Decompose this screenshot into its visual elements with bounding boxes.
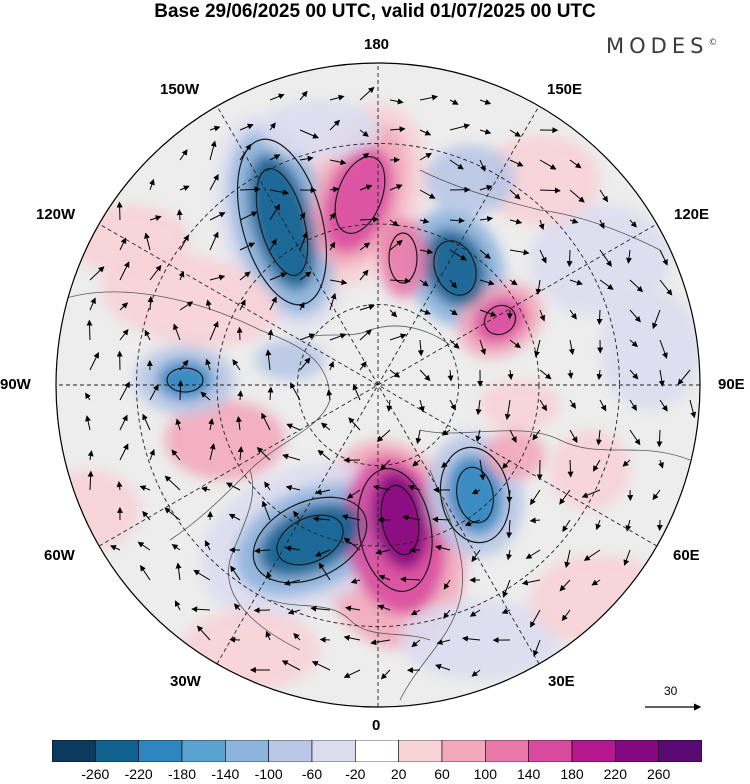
- colorbar-tick-label: -20: [345, 766, 365, 782]
- lon-label-120w: 120W: [36, 206, 75, 223]
- colorbar-tick-label: -220: [125, 766, 153, 782]
- colorbar-swatch: [312, 740, 355, 762]
- colorbar-swatch: [399, 740, 442, 762]
- colorbar-tick-label: -100: [255, 766, 283, 782]
- colorbar-tick-label: 260: [647, 766, 670, 782]
- colorbar-tick-label: -180: [168, 766, 196, 782]
- colorbar-tick-label: -140: [211, 766, 239, 782]
- colorbar-tick-label: 60: [434, 766, 450, 782]
- colorbar-swatch: [615, 740, 658, 762]
- colorbar-tick-label: 140: [517, 766, 540, 782]
- colorbar-swatch: [182, 740, 225, 762]
- colorbar-swatch: [52, 740, 95, 762]
- lon-label-0: 0: [372, 717, 380, 734]
- lon-label-120e: 120E: [674, 206, 709, 223]
- colorbar-swatch: [529, 740, 572, 762]
- lon-label-60w: 60W: [44, 547, 75, 564]
- lon-label-30e: 30E: [548, 673, 575, 690]
- colorbar-swatch: [572, 740, 615, 762]
- colorbar-swatch: [485, 740, 528, 762]
- lon-label-150w: 150W: [160, 81, 199, 98]
- colorbar-tick-label: 180: [560, 766, 583, 782]
- lon-label-60e: 60E: [673, 547, 700, 564]
- lon-label-180: 180: [364, 36, 389, 53]
- colorbar-labels: -260 -220 -180 -140 -100 -60 -20 20 60 100 140 180 2…: [0, 766, 750, 784]
- colorbar: [52, 740, 702, 762]
- lon-label-90w: 90W: [0, 376, 31, 393]
- polar-map: [0, 30, 750, 730]
- colorbar-swatch: [139, 740, 182, 762]
- colorbar-swatch: [95, 740, 138, 762]
- colorbar-tick-label: -260: [81, 766, 109, 782]
- colorbar-swatch: [659, 740, 702, 762]
- lon-label-90e: 90E: [718, 376, 745, 393]
- lon-label-150e: 150E: [547, 81, 582, 98]
- colorbar-swatch: [225, 740, 268, 762]
- colorbar-tick-label: 100: [474, 766, 497, 782]
- colorbar-tick-label: 220: [604, 766, 627, 782]
- colorbar-tick-label: 20: [391, 766, 407, 782]
- map-title: Base 29/06/2025 00 UTC, valid 01/07/2025…: [0, 0, 750, 24]
- colorbar-swatch: [269, 740, 312, 762]
- colorbar-swatch: [442, 740, 485, 762]
- lon-label-30w: 30W: [170, 673, 201, 690]
- colorbar-swatch: [355, 740, 398, 762]
- wind-scale-label: 30: [664, 684, 677, 698]
- colorbar-tick-label: -60: [302, 766, 322, 782]
